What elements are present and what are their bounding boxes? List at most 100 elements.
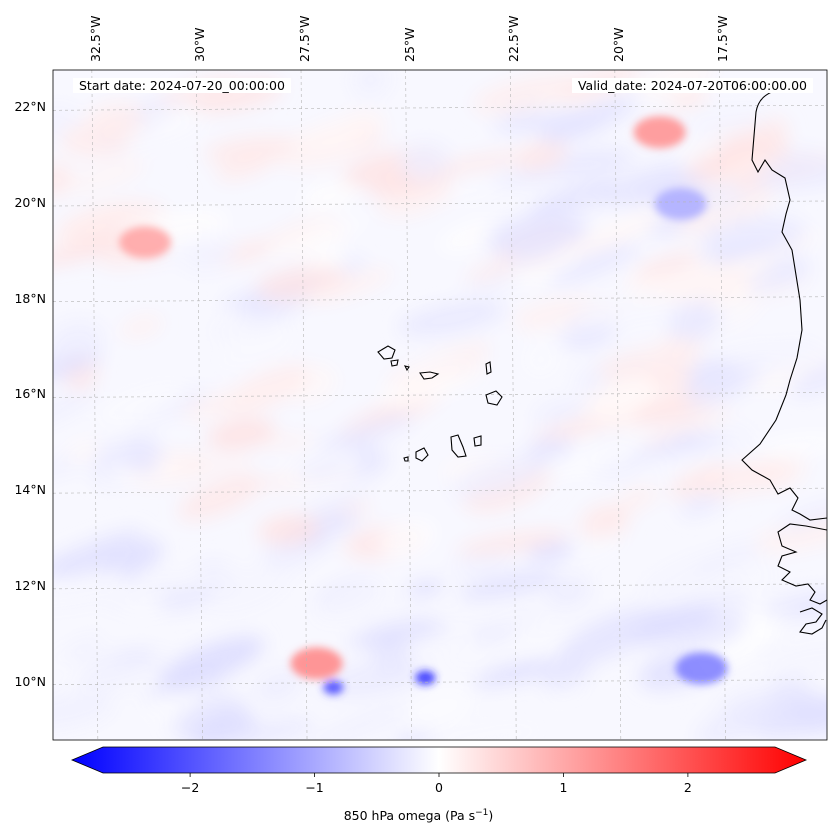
omega-texture-blob	[181, 384, 284, 419]
omega-texture-blob	[140, 694, 206, 715]
omega-texture-blob	[423, 151, 531, 175]
omega-texture-blob	[124, 114, 206, 150]
meridian-line	[614, 70, 622, 740]
meridian-line	[405, 70, 412, 740]
omega-texture-blob	[398, 300, 506, 337]
island-fogo	[415, 447, 429, 462]
omega-texture-blob	[261, 541, 313, 572]
coastline-south-detail	[799, 607, 827, 635]
latitude-tick-label: 18°N	[14, 290, 46, 306]
omega-texture-blob	[53, 637, 107, 672]
island-santo-antao	[377, 345, 396, 360]
omega-texture-blob	[521, 341, 560, 378]
omega-texture-blob	[53, 569, 125, 608]
omega-texture-blob	[65, 439, 102, 464]
omega-texture-blob	[296, 111, 386, 153]
omega-texture-blob	[540, 96, 638, 146]
omega-texture-blob	[668, 301, 721, 342]
omega-texture-blob	[351, 70, 391, 98]
omega-feature-cell	[633, 116, 686, 149]
meridian-line	[91, 70, 99, 740]
latitude-tick-label: 20°N	[14, 195, 46, 210]
omega-texture-blob	[316, 414, 415, 453]
longitude-tick-label: 30°W	[192, 27, 208, 62]
island-santiago	[450, 434, 467, 458]
omega-texture-blob	[694, 458, 792, 498]
omega-texture-blob	[206, 417, 276, 451]
island-sao-vicente	[390, 359, 399, 367]
longitude-tick-label: 25°W	[401, 27, 417, 62]
omega-texture-blob	[491, 162, 604, 186]
omega-texture-blob	[754, 157, 827, 192]
omega-texture-blob	[137, 388, 209, 425]
island-sao-nicolau	[419, 371, 440, 380]
omega-texture-blob	[260, 434, 315, 449]
colorbar-tick-label: 2	[683, 780, 692, 795]
omega-texture-blob	[635, 252, 700, 279]
map-frame	[52, 69, 828, 741]
omega-texture-blob	[177, 473, 264, 521]
omega-texture-blob	[465, 261, 517, 282]
island-maio	[473, 435, 482, 447]
omega-texture-blob	[472, 73, 583, 114]
omega-texture-blob	[636, 408, 733, 446]
omega-texture-blob	[379, 519, 437, 557]
longitude-tick-label: 17.5°W	[715, 15, 731, 62]
omega-texture-blob	[103, 573, 188, 610]
omega-texture-blob	[156, 636, 265, 690]
omega-texture-blob	[684, 623, 743, 650]
omega-texture-blob	[314, 580, 389, 624]
omega-texture-blob	[533, 399, 590, 425]
omega-texture-blob	[400, 142, 450, 181]
longitude-tick-label: 22.5°W	[506, 15, 522, 62]
latitude-tick-label: 14°N	[14, 482, 46, 498]
island-brava	[403, 456, 409, 462]
meridian-line	[509, 70, 517, 740]
omega-texture-blob	[517, 138, 568, 173]
gridlines	[53, 70, 827, 740]
island-boa-vista	[485, 390, 503, 406]
omega-texture-blob	[437, 220, 502, 254]
omega-texture-blob	[405, 579, 445, 597]
longitude-tick-label: 27.5°W	[297, 15, 313, 62]
longitude-tick-label: 20°W	[610, 27, 626, 62]
omega-texture-blob	[53, 230, 146, 267]
coastline-gulf-detail	[777, 523, 827, 605]
valid-date-label: Valid_date: 2024-07-20T06:00:00.00	[571, 78, 813, 93]
meridian-line	[719, 70, 726, 740]
omega-texture-blob	[597, 504, 634, 520]
omega-texture-blob	[536, 439, 649, 477]
omega-feature-cell	[415, 670, 436, 685]
omega-texture-blob	[696, 541, 763, 576]
omega-texture-blob	[436, 722, 544, 740]
colorbar-label: 850 hPa omega (Pa s−1)	[0, 808, 837, 823]
omega-texture-blob	[578, 294, 678, 325]
omega-texture-blob	[760, 588, 827, 621]
colorbar-tick-label: 0	[435, 780, 443, 795]
omega-texture-blob	[223, 719, 315, 740]
omega-texture-blob	[695, 698, 778, 740]
omega-texture-blob	[646, 604, 719, 632]
colorbar-tick-label: −2	[180, 780, 200, 795]
omega-texture-blob	[566, 534, 625, 566]
longitude-tick-label: 32.5°W	[87, 15, 103, 62]
west-africa-coastline	[741, 87, 827, 521]
island-santa-luzia	[403, 365, 410, 372]
omega-texture-blob	[756, 434, 827, 456]
omega-texture-blob	[548, 245, 641, 285]
omega-texture-blob	[558, 607, 662, 666]
omega-texture-blob	[53, 162, 74, 198]
omega-feature-cell	[675, 652, 728, 685]
omega-texture-blob	[526, 542, 575, 562]
omega-texture-blob	[682, 105, 770, 137]
colorbar-tick-label: −1	[305, 780, 324, 795]
omega-texture-blob	[294, 458, 346, 480]
omega-texture-blob	[450, 455, 548, 499]
omega-texture-blob	[318, 659, 428, 698]
start-date-label: Start date: 2024-07-20_00:00:00	[73, 78, 291, 93]
meridian-line	[300, 70, 308, 740]
omega-texture-blob	[648, 369, 695, 390]
omega-texture-blob	[258, 514, 320, 545]
omega-texture-blob	[120, 315, 163, 339]
